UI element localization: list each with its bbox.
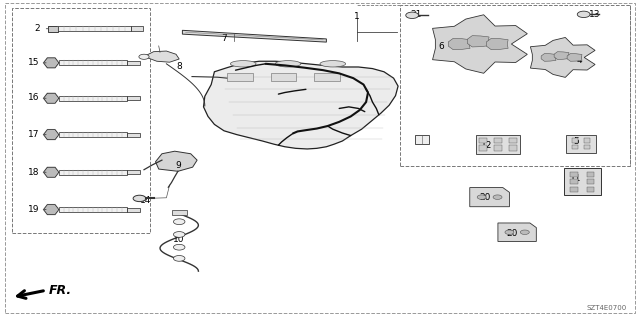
Polygon shape <box>44 93 59 103</box>
Text: 1: 1 <box>355 12 360 21</box>
Circle shape <box>577 11 590 18</box>
Text: 15: 15 <box>28 58 39 67</box>
Bar <box>227 73 253 81</box>
Bar <box>587 187 595 192</box>
Bar <box>127 170 140 174</box>
Text: 5: 5 <box>573 137 579 146</box>
Circle shape <box>173 256 185 261</box>
Text: 4: 4 <box>577 56 582 65</box>
Polygon shape <box>44 130 59 140</box>
Ellipse shape <box>320 61 346 67</box>
Polygon shape <box>44 58 59 68</box>
Bar <box>584 138 591 143</box>
Polygon shape <box>182 30 326 42</box>
Polygon shape <box>531 37 595 78</box>
Text: 12: 12 <box>481 141 492 150</box>
Circle shape <box>520 230 529 234</box>
Polygon shape <box>44 167 59 177</box>
Bar <box>131 26 143 31</box>
Bar <box>572 138 578 143</box>
Text: 3: 3 <box>419 137 424 146</box>
Text: 9: 9 <box>175 161 180 170</box>
Text: 13: 13 <box>589 10 601 19</box>
Polygon shape <box>448 38 470 50</box>
Polygon shape <box>156 151 197 171</box>
Bar <box>59 132 127 137</box>
Text: 20: 20 <box>479 193 491 202</box>
Text: FR.: FR. <box>49 285 72 297</box>
Polygon shape <box>567 54 582 61</box>
Bar <box>59 96 127 101</box>
Polygon shape <box>204 61 398 149</box>
Polygon shape <box>498 223 536 241</box>
Bar <box>479 145 486 151</box>
Text: 8: 8 <box>177 63 182 71</box>
Bar <box>127 208 140 211</box>
Circle shape <box>477 195 486 199</box>
Polygon shape <box>541 54 556 61</box>
Text: 21: 21 <box>410 10 422 19</box>
Bar <box>476 135 520 154</box>
Bar <box>127 61 140 65</box>
Circle shape <box>406 12 419 19</box>
Polygon shape <box>433 15 527 73</box>
Bar <box>564 168 601 195</box>
Ellipse shape <box>275 61 301 67</box>
Text: 17: 17 <box>28 130 39 139</box>
Circle shape <box>133 195 146 202</box>
Bar <box>584 145 591 149</box>
Bar <box>509 145 517 151</box>
Text: 11: 11 <box>570 174 582 183</box>
Bar <box>48 26 58 32</box>
Circle shape <box>139 54 149 59</box>
Text: 7: 7 <box>221 34 227 43</box>
Text: 2: 2 <box>35 24 40 33</box>
Polygon shape <box>486 38 508 50</box>
Circle shape <box>173 244 185 250</box>
Text: 20: 20 <box>506 229 518 238</box>
Ellipse shape <box>230 61 256 67</box>
Bar <box>172 210 187 215</box>
Bar <box>494 145 502 151</box>
Bar <box>314 73 340 81</box>
Polygon shape <box>144 51 179 62</box>
Bar <box>509 138 517 143</box>
Bar <box>127 133 140 137</box>
Bar <box>570 172 578 177</box>
Bar <box>587 172 595 177</box>
Text: 6: 6 <box>439 42 444 51</box>
Bar <box>59 60 127 65</box>
Bar <box>566 135 596 153</box>
Polygon shape <box>467 36 489 47</box>
Text: SZT4E0700: SZT4E0700 <box>587 305 627 311</box>
Bar <box>570 179 578 184</box>
Bar <box>479 138 486 143</box>
Circle shape <box>173 219 185 225</box>
Text: 19: 19 <box>28 205 39 214</box>
Bar <box>58 26 131 31</box>
Bar <box>59 207 127 212</box>
Bar <box>572 145 578 149</box>
Bar <box>415 135 429 144</box>
Polygon shape <box>44 204 59 215</box>
Polygon shape <box>554 52 569 59</box>
Bar <box>59 170 127 175</box>
Text: 16: 16 <box>28 93 39 102</box>
Circle shape <box>505 230 514 234</box>
Circle shape <box>493 195 502 199</box>
Bar <box>127 96 140 100</box>
Bar <box>494 138 502 143</box>
Polygon shape <box>470 188 509 207</box>
Circle shape <box>173 232 185 237</box>
Bar <box>570 187 578 192</box>
Text: 18: 18 <box>28 168 39 177</box>
Bar <box>271 73 296 81</box>
Text: 14: 14 <box>140 196 152 204</box>
Text: 10: 10 <box>173 235 185 244</box>
Bar <box>587 179 595 184</box>
